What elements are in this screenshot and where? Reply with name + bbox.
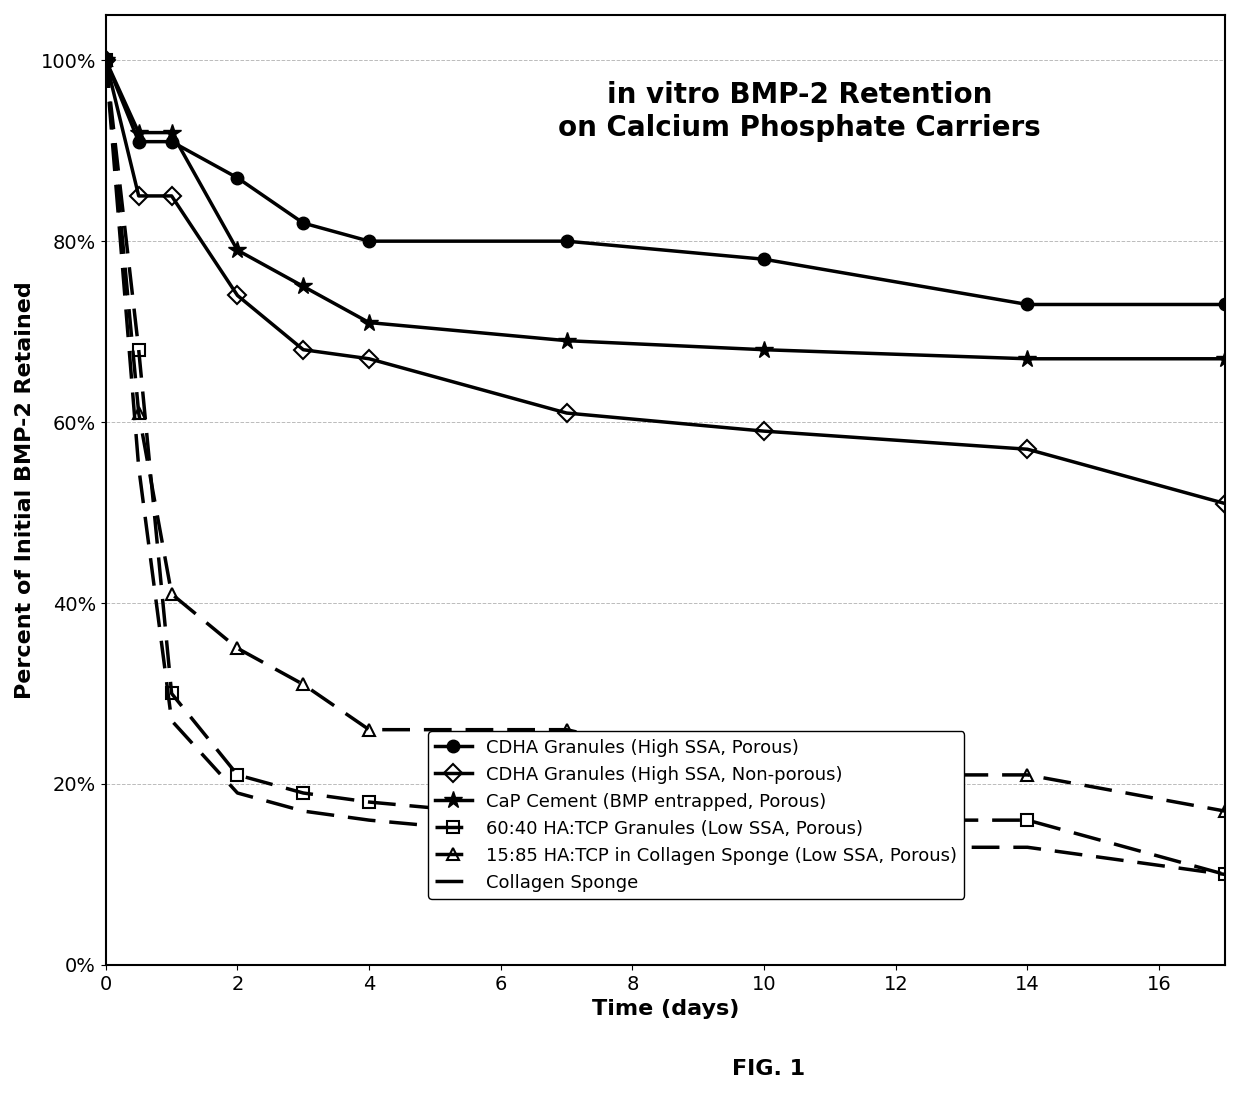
Line: CDHA Granules (High SSA, Non-porous): CDHA Granules (High SSA, Non-porous) (99, 54, 1231, 509)
Line: Collagen Sponge: Collagen Sponge (105, 60, 1225, 874)
CaP Cement (BMP entrapped, Porous) (296, 280, 311, 294)
Line: 60:40 HA:TCP Granules (Low SSA, Porous): 60:40 HA:TCP Granules (Low SSA, Porous) (99, 54, 1231, 881)
60:40 HA:TCP Granules (Low SSA, Porous) (756, 814, 771, 827)
CaP Cement (BMP entrapped, Porous) (229, 244, 244, 257)
15:85 HA:TCP in Collagen Sponge (Low SSA, Porous) (296, 678, 311, 692)
CaP Cement (BMP entrapped, Porous) (559, 334, 574, 347)
CDHA Granules (High SSA, Porous) (1218, 298, 1233, 311)
Legend: CDHA Granules (High SSA, Porous), CDHA Granules (High SSA, Non-porous), CaP Ceme: CDHA Granules (High SSA, Porous), CDHA G… (428, 732, 965, 898)
60:40 HA:TCP Granules (Low SSA, Porous) (296, 786, 311, 800)
60:40 HA:TCP Granules (Low SSA, Porous) (131, 342, 146, 356)
CDHA Granules (High SSA, Porous) (98, 53, 113, 67)
15:85 HA:TCP in Collagen Sponge (Low SSA, Porous) (559, 723, 574, 736)
CDHA Granules (High SSA, Non-porous) (296, 342, 311, 356)
60:40 HA:TCP Granules (Low SSA, Porous) (362, 795, 377, 808)
CDHA Granules (High SSA, Non-porous) (756, 425, 771, 438)
CaP Cement (BMP entrapped, Porous) (98, 53, 113, 67)
CDHA Granules (High SSA, Non-porous) (559, 406, 574, 419)
15:85 HA:TCP in Collagen Sponge (Low SSA, Porous) (164, 587, 179, 600)
Collagen Sponge (296, 804, 311, 817)
CDHA Granules (High SSA, Non-porous) (362, 353, 377, 366)
15:85 HA:TCP in Collagen Sponge (Low SSA, Porous) (362, 723, 377, 736)
60:40 HA:TCP Granules (Low SSA, Porous) (1218, 867, 1233, 881)
Y-axis label: Percent of Initial BMP-2 Retained: Percent of Initial BMP-2 Retained (15, 281, 35, 698)
Collagen Sponge (131, 460, 146, 474)
15:85 HA:TCP in Collagen Sponge (Low SSA, Porous) (98, 53, 113, 67)
CDHA Granules (High SSA, Porous) (559, 235, 574, 248)
60:40 HA:TCP Granules (Low SSA, Porous) (164, 687, 179, 701)
CaP Cement (BMP entrapped, Porous) (1218, 353, 1233, 366)
CaP Cement (BMP entrapped, Porous) (131, 126, 146, 139)
CaP Cement (BMP entrapped, Porous) (362, 316, 377, 329)
Collagen Sponge (362, 814, 377, 827)
CDHA Granules (High SSA, Porous) (229, 171, 244, 185)
CDHA Granules (High SSA, Non-porous) (1218, 497, 1233, 510)
Text: in vitro BMP-2 Retention
on Calcium Phosphate Carriers: in vitro BMP-2 Retention on Calcium Phos… (558, 81, 1042, 142)
15:85 HA:TCP in Collagen Sponge (Low SSA, Porous) (1021, 768, 1035, 782)
60:40 HA:TCP Granules (Low SSA, Porous) (1021, 814, 1035, 827)
CDHA Granules (High SSA, Porous) (756, 252, 771, 266)
Collagen Sponge (1021, 841, 1035, 854)
60:40 HA:TCP Granules (Low SSA, Porous) (98, 53, 113, 67)
Collagen Sponge (756, 841, 771, 854)
Collagen Sponge (559, 832, 574, 845)
15:85 HA:TCP in Collagen Sponge (Low SSA, Porous) (756, 768, 771, 782)
CDHA Granules (High SSA, Non-porous) (131, 189, 146, 202)
CDHA Granules (High SSA, Non-porous) (1021, 443, 1035, 456)
60:40 HA:TCP Granules (Low SSA, Porous) (559, 814, 574, 827)
CDHA Granules (High SSA, Non-porous) (229, 289, 244, 302)
60:40 HA:TCP Granules (Low SSA, Porous) (229, 768, 244, 782)
CDHA Granules (High SSA, Non-porous) (98, 53, 113, 67)
15:85 HA:TCP in Collagen Sponge (Low SSA, Porous) (1218, 804, 1233, 817)
CaP Cement (BMP entrapped, Porous) (164, 126, 179, 139)
CDHA Granules (High SSA, Porous) (131, 135, 146, 148)
CDHA Granules (High SSA, Porous) (362, 235, 377, 248)
15:85 HA:TCP in Collagen Sponge (Low SSA, Porous) (131, 406, 146, 419)
Line: CaP Cement (BMP entrapped, Porous): CaP Cement (BMP entrapped, Porous) (97, 51, 1234, 368)
Collagen Sponge (1218, 867, 1233, 881)
Line: 15:85 HA:TCP in Collagen Sponge (Low SSA, Porous): 15:85 HA:TCP in Collagen Sponge (Low SSA… (99, 54, 1231, 817)
Collagen Sponge (229, 786, 244, 800)
X-axis label: Time (days): Time (days) (591, 1000, 739, 1020)
CDHA Granules (High SSA, Non-porous) (164, 189, 179, 202)
CDHA Granules (High SSA, Porous) (164, 135, 179, 148)
CDHA Granules (High SSA, Porous) (296, 217, 311, 230)
Line: CDHA Granules (High SSA, Porous): CDHA Granules (High SSA, Porous) (99, 54, 1231, 310)
Collagen Sponge (98, 53, 113, 67)
15:85 HA:TCP in Collagen Sponge (Low SSA, Porous) (229, 642, 244, 655)
CaP Cement (BMP entrapped, Porous) (756, 342, 771, 356)
CDHA Granules (High SSA, Porous) (1021, 298, 1035, 311)
CaP Cement (BMP entrapped, Porous) (1021, 353, 1035, 366)
Collagen Sponge (164, 714, 179, 727)
Text: FIG. 1: FIG. 1 (733, 1059, 805, 1079)
